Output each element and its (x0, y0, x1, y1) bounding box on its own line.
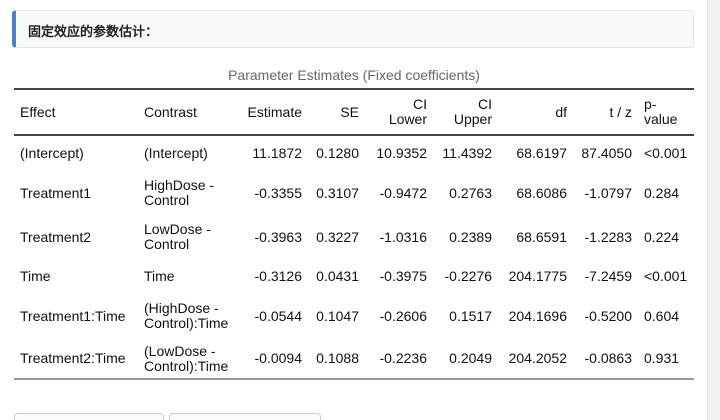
table-cell: -0.3963 (254, 228, 302, 245)
table-row: Treatment2:Time (LowDose - Control):Time -… (14, 339, 694, 379)
table-cell: (LowDose - Control):Time (144, 342, 229, 374)
table-cell: 204.2052 (508, 350, 567, 366)
table-cell: 11.4392 (442, 145, 492, 161)
table-cell: -0.3126 (254, 267, 302, 284)
column-header: CI Lower (365, 89, 433, 135)
section-title: 固定效应的参数估计： (28, 24, 159, 39)
table-cell: <0.001 (644, 145, 688, 161)
button[interactable] (14, 413, 164, 420)
table-cell: (Intercept) (144, 145, 208, 161)
table-caption: Parameter Estimates (Fixed coefficients) (228, 67, 480, 83)
table-cell: 0.3227 (316, 228, 359, 245)
table-cell: -0.2606 (379, 307, 427, 324)
table-cell: -0.0544 (254, 307, 302, 324)
table-cell: 10.9352 (376, 145, 427, 161)
table-cell: -0.9472 (379, 184, 427, 201)
column-header: df (555, 103, 567, 120)
section-header: 固定效应的参数估计： (12, 10, 694, 48)
table-cell: 0.2389 (449, 228, 492, 245)
table-cell: -7.2459 (584, 267, 632, 284)
button[interactable] (169, 413, 321, 420)
table-cell: 0.284 (644, 184, 680, 201)
table-cell: -1.0316 (379, 228, 427, 245)
table-cell: Treatment2:Time (20, 350, 126, 366)
table-cell: 0.1517 (449, 307, 492, 324)
table-cell: Treatment1 (20, 184, 92, 201)
table-cell: 11.1872 (252, 145, 302, 161)
table-cell: (HighDose - Control):Time (144, 300, 229, 331)
table-cell: 0.1280 (316, 145, 359, 161)
table-cell: 0.604 (644, 307, 680, 324)
table-row: Treatment1:Time (HighDose - Control):Time… (14, 293, 694, 339)
table-cell: Treatment2 (20, 228, 92, 245)
table-cell: -0.3975 (379, 267, 427, 284)
header-text: p-value (644, 96, 678, 127)
table-cell: 87.4050 (581, 145, 632, 161)
table-cell: 68.6591 (516, 228, 567, 245)
table-cell: Time (144, 267, 175, 284)
table-cell: -1.2283 (584, 228, 632, 245)
table-cell: -0.2236 (379, 350, 427, 366)
table-cell: 0.3107 (316, 184, 359, 201)
table-cell: 0.1088 (316, 350, 359, 366)
column-header: t / z (609, 103, 632, 120)
table-cell: <0.001 (644, 267, 688, 284)
table-cell: -0.2276 (444, 267, 492, 284)
table-cell: 0.2049 (449, 350, 492, 366)
table-cell: Time (20, 267, 51, 284)
table-cell: -1.0797 (584, 184, 632, 201)
table-cell: 68.6086 (516, 184, 567, 201)
header-text: CI Upper (453, 96, 492, 127)
table-row: (Intercept) (Intercept) 11.1872 0.1280 10.93… (14, 135, 694, 171)
table-cell: -0.0863 (584, 350, 632, 366)
table-cell: LowDose - Control (144, 221, 211, 252)
table-cell: 68.6197 (516, 145, 567, 161)
header-row: Effect Contrast Estimate SE CI Lower CI Upper… (14, 89, 694, 135)
table-cell: (Intercept) (20, 145, 84, 161)
table-cell: 0.1047 (316, 307, 359, 324)
table-cell: 204.1696 (508, 307, 567, 324)
table-row: Time Time -0.3126 0.0431 -0.3975 -0.2276 204.1… (14, 259, 694, 293)
table-cell: -0.0094 (254, 350, 302, 366)
column-header: p-value (638, 89, 694, 135)
column-header: Contrast (144, 103, 197, 120)
column-header: CI Upper (433, 89, 498, 135)
table-cell: 0.2763 (449, 184, 492, 201)
table-cell: -0.3355 (254, 184, 302, 201)
table-cell: Treatment1:Time (20, 307, 126, 324)
header-text: CI Lower (388, 96, 427, 127)
table-cell: 204.1775 (508, 267, 567, 284)
estimates-table: Effect Contrast Estimate SE CI Lower CI Upper… (14, 88, 694, 380)
table-row: Treatment2 LowDose - Control -0.3963 0.3227… (14, 215, 694, 259)
table-cell: HighDose - Control (144, 177, 215, 208)
column-header: Effect (20, 103, 56, 120)
column-header: Estimate (247, 103, 302, 120)
table-cell: 0.0431 (316, 267, 359, 284)
table-cell: 0.224 (644, 228, 680, 245)
table-row: Treatment1 HighDose - Control -0.3355 0.310… (14, 171, 694, 215)
table-cell: -0.5200 (584, 307, 632, 324)
scrollbar[interactable] (707, 0, 720, 420)
table-cell: 0.931 (644, 350, 680, 366)
column-header: SE (340, 103, 359, 120)
